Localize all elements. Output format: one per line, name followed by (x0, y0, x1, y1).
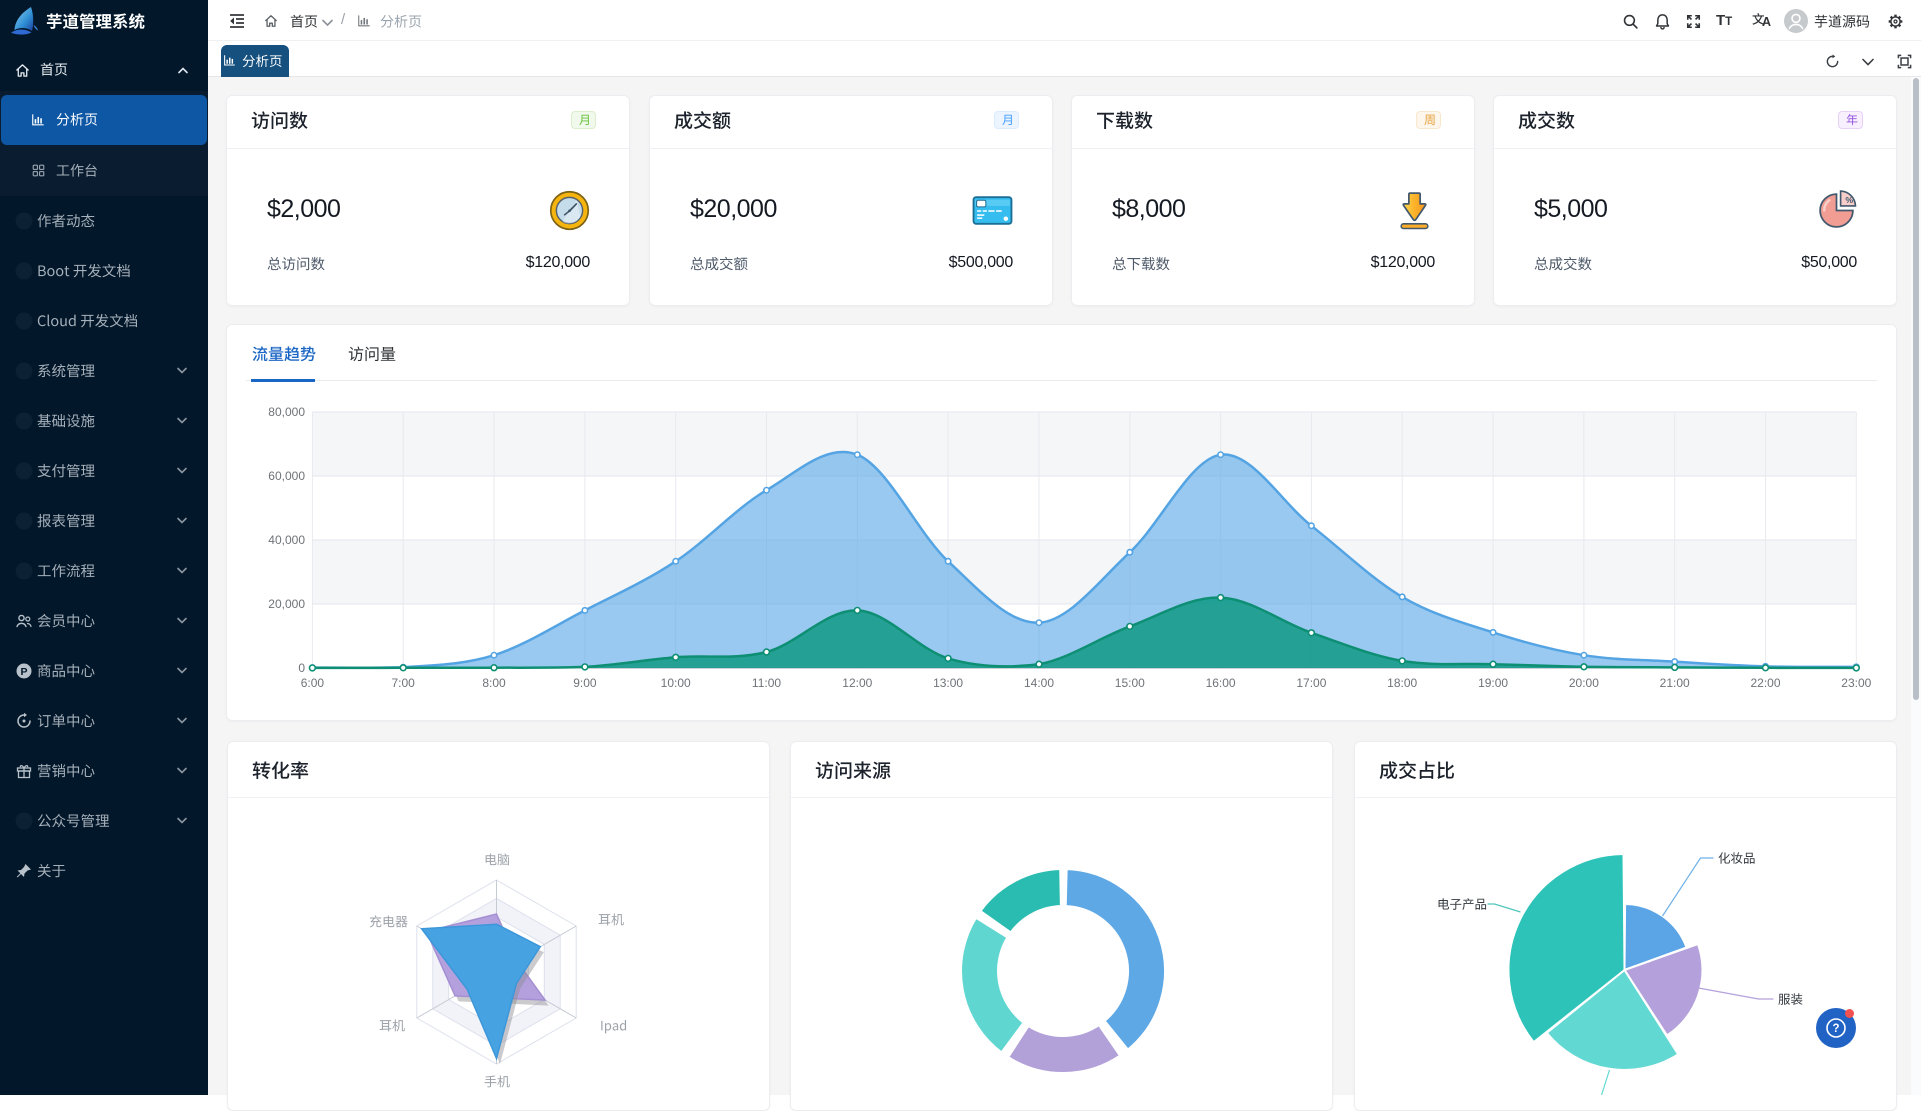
svg-text:%: % (1845, 195, 1853, 205)
svg-text:?: ? (1832, 1023, 1839, 1035)
svg-text:P: P (20, 666, 27, 678)
